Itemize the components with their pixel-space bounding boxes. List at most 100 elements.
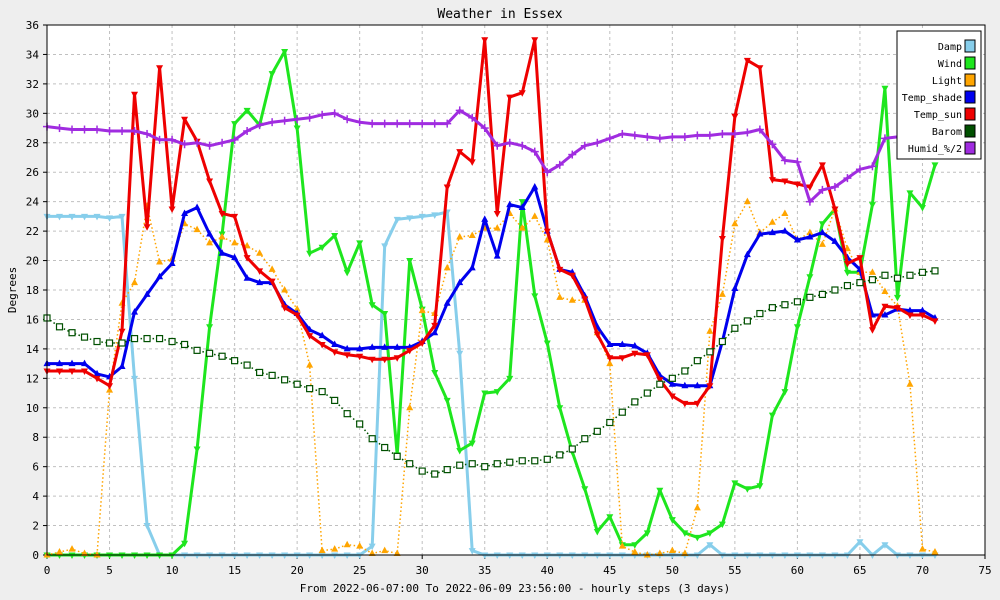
legend: Damp Wind Light Temp_shade Temp_sun Barom Humi… [896,30,982,160]
data-point-damp [793,552,801,559]
data-point-wind [731,480,739,487]
x-ticks: 0 5 10 15 20 25 30 35 40 45 50 55 60 65 70 75 [44,555,992,577]
data-point-wind [331,233,339,240]
data-point-temp-sun [218,210,226,218]
data-point-damp [556,552,564,559]
data-point-damp [668,552,676,559]
data-point-temp-sun [743,57,751,65]
data-point-temp-shade [156,272,164,280]
data-point-wind [818,221,826,228]
data-point-temp-shade [456,278,464,286]
data-point-temp-shade [443,299,451,306]
data-point-barom [193,346,201,354]
data-point-wind [531,293,539,300]
data-point-temp-shade [781,227,789,234]
data-point-temp-shade [393,343,401,350]
data-point-wind [806,274,814,281]
data-point-barom [768,304,776,312]
data-point-temp-shade [356,344,364,352]
data-point-temp-sun [256,268,264,275]
data-point-temp-sun [56,368,64,375]
data-point-damp [468,548,476,555]
data-point-barom [506,458,514,466]
data-point-light [568,296,576,303]
data-point-temp-sun [268,278,276,286]
data-point-damp [756,552,764,559]
data-point-barom [556,451,564,459]
data-point-wind [631,542,639,549]
data-point-light [868,268,876,275]
y-axis-label: Degrees [6,267,19,313]
data-point-damp [856,539,864,546]
data-point-light [618,542,626,549]
data-point-barom [893,274,902,282]
data-point-light [193,225,201,233]
data-point-temp-shade [218,249,226,256]
data-point-temp-shade [243,274,251,281]
data-point-damp [231,552,239,559]
y-tick-label: 4 [32,490,39,503]
data-point-wind [843,269,851,277]
data-point-temp-sun [781,178,789,186]
data-point-temp-shade [481,215,489,222]
data-point-temp-sun [731,113,739,121]
data-point-light [131,278,139,286]
data-point-damp [381,243,389,250]
y-tick-label: 18 [26,284,39,297]
data-point-temp-sun [468,159,476,166]
y-tick-label: 8 [32,431,39,444]
data-point-damp [343,552,351,559]
data-point-light [206,238,214,246]
data-point-temp-sun [768,177,776,184]
data-point-barom [231,357,239,365]
data-point-wind [231,121,239,128]
data-point-wind [456,447,464,455]
data-point-temp-shade [131,308,139,315]
data-point-wind [606,514,614,521]
data-point-wind [681,530,689,537]
data-point-barom [243,361,251,369]
data-point-wind [906,190,914,197]
data-point-temp-sun [418,340,426,347]
data-point-barom [668,374,676,382]
data-point-barom [681,367,689,375]
data-point-temp-shade [518,203,526,211]
x-tick-label: 65 [853,564,866,577]
data-point-damp [581,552,589,559]
data-point-barom [143,334,151,343]
data-point-wind [743,486,751,493]
data-point-temp-sun [693,400,701,408]
data-point-temp-sun [143,224,151,231]
data-point-wind [768,412,776,420]
x-tick-label: 10 [165,564,178,577]
data-point-barom [643,389,651,397]
data-point-light [818,240,826,247]
x-tick-label: 75 [978,564,991,577]
data-point-temp-sun [381,356,389,364]
y-tick-label: 20 [26,255,39,268]
data-point-temp-sun [606,355,614,362]
data-point-light [331,545,339,552]
data-point-damp [318,552,326,559]
legend-label-humid-2: Humid_%/2 [908,144,962,155]
x-tick-label: 20 [291,564,304,577]
data-point-temp-sun [556,266,564,274]
data-point-barom [518,457,526,465]
data-point-light [518,224,526,231]
data-point-barom [105,339,114,347]
data-point-wind [343,269,351,277]
data-point-damp [493,552,501,559]
data-point-barom [793,298,802,306]
data-point-damp [818,552,826,559]
data-point-temp-sun [81,368,89,375]
data-point-light [256,249,264,256]
data-point-temp-shade [168,259,176,266]
data-point-light [393,549,401,557]
data-point-temp-sun [706,383,714,390]
data-point-damp [568,552,576,559]
data-point-temp-shade [506,200,514,208]
legend-swatch-temp-shade [964,90,976,104]
data-point-barom [281,376,289,384]
data-point-temp-shade [56,359,64,367]
data-point-wind [481,390,489,398]
